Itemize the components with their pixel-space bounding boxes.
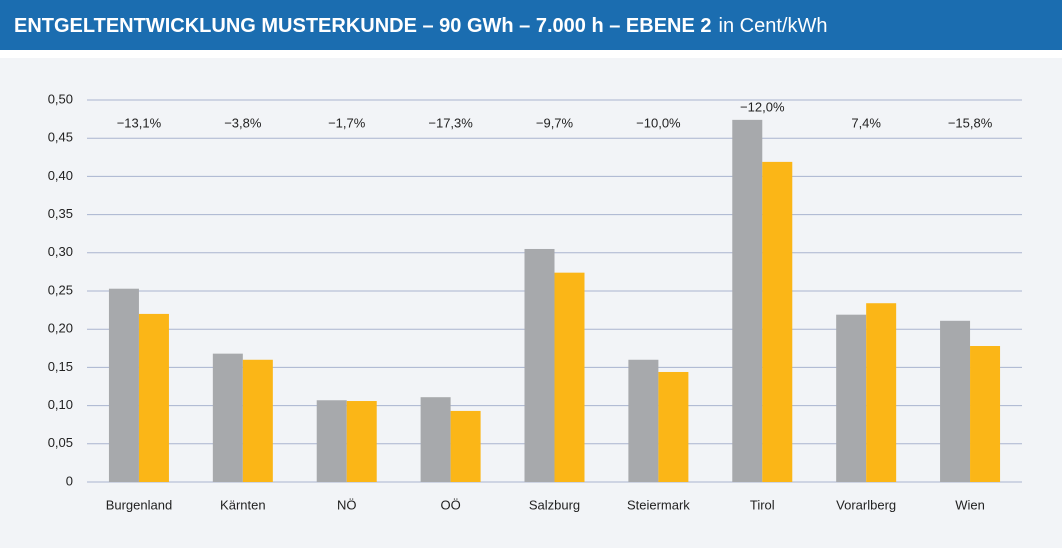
bar: [346, 401, 377, 482]
bar: [138, 313, 169, 482]
bar: [108, 288, 139, 482]
change-label: −15,8%: [948, 115, 993, 130]
bar: [242, 359, 273, 482]
y-tick-label: 0,45: [48, 130, 73, 145]
y-tick-label: 0,25: [48, 282, 73, 297]
bar: [420, 397, 451, 482]
bar: [732, 119, 763, 482]
x-tick-label: Salzburg: [529, 497, 580, 512]
chart-title: ENTGELTENTWICKLUNG MUSTERKUNDE – 90 GWh …: [14, 15, 827, 37]
bar: [450, 410, 481, 482]
y-tick-label: 0,10: [48, 397, 73, 412]
x-tick-label: Steiermark: [627, 497, 690, 512]
title: ENTGELTENTWICKLUNG MUSTERKUNDE – 90 GWh …: [14, 15, 712, 37]
change-label: −9,7%: [536, 115, 574, 130]
y-tick-label: 0: [66, 473, 73, 488]
bar: [554, 272, 585, 482]
bar: [524, 248, 555, 482]
unit: in Cent/kWh: [719, 15, 828, 37]
y-tick-label: 0,35: [48, 206, 73, 221]
x-tick-label: NÖ: [337, 497, 357, 512]
bar: [316, 400, 347, 482]
y-tick-label: 0,15: [48, 359, 73, 374]
bar: [762, 161, 793, 482]
bar: [836, 314, 867, 482]
bar: [940, 320, 971, 482]
bar: [628, 359, 659, 482]
x-tick-label: Kärnten: [220, 497, 266, 512]
x-tick-label: Wien: [955, 497, 985, 512]
y-tick-label: 0,05: [48, 435, 73, 450]
bar: [866, 303, 897, 482]
change-label: 7,4%: [851, 115, 881, 130]
change-label: −12,0%: [740, 99, 785, 114]
change-label: −1,7%: [328, 115, 366, 130]
bar: [658, 371, 689, 482]
change-label: −17,3%: [428, 115, 473, 130]
bar: [212, 353, 243, 482]
y-tick-label: 0,30: [48, 244, 73, 259]
x-tick-label: Burgenland: [106, 497, 173, 512]
y-tick-label: 0,50: [48, 91, 73, 106]
y-tick-label: 0,40: [48, 168, 73, 183]
y-tick-label: 0,20: [48, 321, 73, 336]
header-band: [0, 0, 1062, 50]
x-tick-label: Tirol: [750, 497, 775, 512]
x-tick-label: Vorarlberg: [836, 497, 896, 512]
change-label: −3,8%: [224, 115, 262, 130]
change-label: −10,0%: [636, 115, 681, 130]
x-tick-label: OÖ: [440, 497, 460, 512]
change-label: −13,1%: [117, 115, 162, 130]
bar: [970, 346, 1001, 482]
